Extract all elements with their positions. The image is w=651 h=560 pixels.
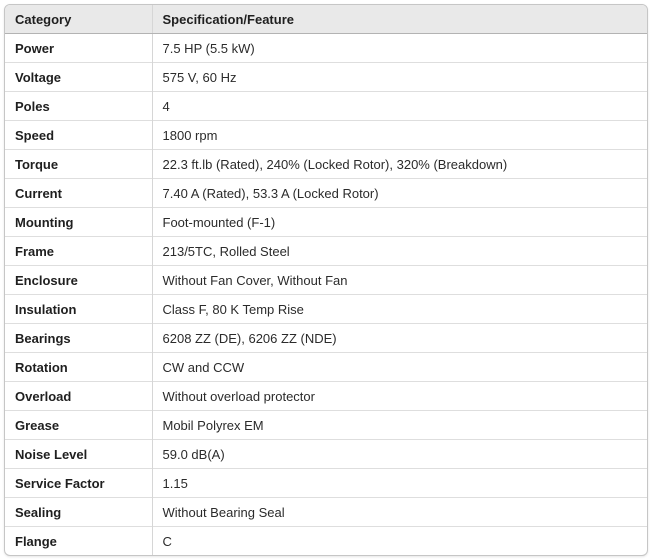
spec-cell: 6208 ZZ (DE), 6206 ZZ (NDE) [151,323,647,353]
category-cell: Grease [5,410,152,440]
table-row: Mounting Foot-mounted (F-1) [5,207,647,237]
category-cell: Bearings [5,323,152,353]
table-row: Grease Mobil Polyrex EM [5,410,647,440]
table-row: Speed 1800 rpm [5,120,647,150]
table-row: Sealing Without Bearing Seal [5,497,647,527]
spec-cell: 575 V, 60 Hz [151,62,647,92]
category-cell: Frame [5,236,152,266]
spec-cell: Without overload protector [151,381,647,411]
spec-cell: 7.5 HP (5.5 kW) [151,33,647,63]
spec-cell: 213/5TC, Rolled Steel [151,236,647,266]
category-cell: Flange [5,526,152,555]
table-row: Rotation CW and CCW [5,352,647,382]
table-row: Service Factor 1.15 [5,468,647,498]
category-cell: Power [15,40,55,56]
table-row: Current 7.40 A (Rated), 53.3 A (Locked R… [5,178,647,208]
category-cell: Voltage [5,62,152,92]
table-row: Power 7.5 HP (5.5 kW) [5,33,647,63]
table-row: Flange C [5,526,647,555]
table-row: Enclosure Without Fan Cover, Without Fan [5,265,647,295]
table-row: Noise Level 59.0 dB(A) [5,439,647,469]
table-body: Power 7.5 HP (5.5 kW) Voltage 575 V, 60 … [5,33,647,555]
category-cell: Enclosure [5,265,152,295]
table-row: Poles 4 [5,91,647,121]
table-row: Insulation Class F, 80 K Temp Rise [5,294,647,324]
category-cell: Speed [5,120,152,150]
category-cell: Insulation [5,294,152,324]
table-header-row: Category Specification/Feature [5,5,647,34]
spec-cell: Class F, 80 K Temp Rise [151,294,647,324]
header-specification: Specification/Feature [151,5,647,34]
table-row: Bearings 6208 ZZ (DE), 6206 ZZ (NDE) [5,323,647,353]
table-row: Frame 213/5TC, Rolled Steel [5,236,647,266]
spec-cell: Without Bearing Seal [151,497,647,527]
spec-cell: CW and CCW [151,352,647,382]
table-row: Torque 22.3 ft.lb (Rated), 240% (Locked … [5,149,647,179]
table-row: Overload Without overload protector [5,381,647,411]
spec-cell: Foot-mounted (F-1) [151,207,647,237]
category-cell: Torque [5,149,152,179]
spec-table: Category Specification/Feature Power 7.5… [5,5,647,555]
category-cell: Current [5,178,152,208]
category-cell: Service Factor [5,468,152,498]
spec-cell: Mobil Polyrex EM [151,410,647,440]
spec-cell: 4 [151,91,647,121]
spec-cell: 22.3 ft.lb (Rated), 240% (Locked Rotor),… [151,149,647,179]
spec-cell: Without Fan Cover, Without Fan [151,265,647,295]
spec-cell: 7.40 A (Rated), 53.3 A (Locked Rotor) [151,178,647,208]
category-cell: Overload [5,381,152,411]
spec-cell: 1.15 [151,468,647,498]
spec-cell: 59.0 dB(A) [151,439,647,469]
table-row: Voltage 575 V, 60 Hz [5,62,647,92]
spec-cell: C [151,526,647,555]
category-cell: Poles [5,91,152,121]
category-cell: Rotation [5,352,152,382]
category-cell: Sealing [5,497,152,527]
spec-cell: 1800 rpm [151,120,647,150]
category-cell: Noise Level [5,439,152,469]
category-cell: Mounting [5,207,152,237]
header-category: Category [5,5,152,34]
spec-table-container: Category Specification/Feature Power 7.5… [4,4,648,556]
